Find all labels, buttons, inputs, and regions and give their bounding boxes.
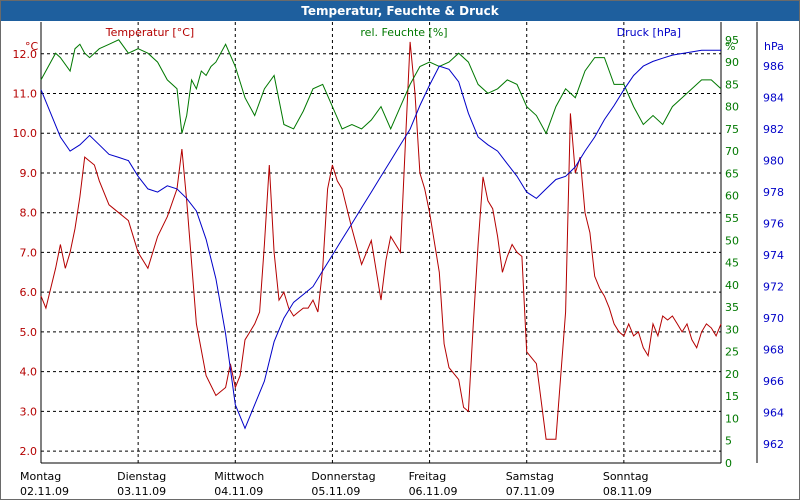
line-chart: 2.0 3.0 4.0 5.0 6.0 7.0 8.0 9.0 10.0 11.0 12.0 0 5 10… <box>13 22 785 498</box>
pressure-tick-label: 972 <box>763 281 784 294</box>
humidity-tick-label: 5 <box>725 435 732 448</box>
temp-tick-label: 2.0 <box>20 445 38 458</box>
axis-labels: 2.0 3.0 4.0 5.0 6.0 7.0 8.0 9.0 10.0 11.0 12.0 0 5 10… <box>13 26 785 498</box>
x-tick-date: 08.11.09 <box>603 485 652 498</box>
humidity-tick-label: 50 <box>725 234 739 247</box>
x-tick-date: 06.11.09 <box>409 485 458 498</box>
humidity-tick-label: 40 <box>725 279 739 292</box>
temp-tick-label: 5.0 <box>20 326 38 339</box>
temp-tick-label: 6.0 <box>20 286 38 299</box>
humidity-tick-label: 95 <box>725 34 739 47</box>
humidity-tick-label: 15 <box>725 390 739 403</box>
grid <box>41 22 721 463</box>
humidity-tick-label: 0 <box>725 457 732 470</box>
x-tick-date: 05.11.09 <box>311 485 360 498</box>
humidity-unit-label: % <box>725 40 735 53</box>
pressure-tick-label: 966 <box>763 375 784 388</box>
humidity-tick-label: 30 <box>725 323 739 336</box>
humidity-tick-label: 55 <box>725 212 739 225</box>
temp-tick-label: 10.0 <box>13 127 38 140</box>
x-tick-date: 04.11.09 <box>214 485 263 498</box>
humidity-tick-label: 25 <box>725 346 739 359</box>
humidity-series-label: rel. Feuchte [%] <box>360 26 447 39</box>
pressure-tick-label: 964 <box>763 407 784 420</box>
pressure-series-label: Druck [hPa] <box>617 26 681 39</box>
x-tick-day: Freitag <box>409 470 447 483</box>
temp-series-label: Temperatur [°C] <box>105 26 194 39</box>
temp-series-line <box>40 41 722 440</box>
pressure-unit-label: hPa <box>764 40 784 53</box>
x-tick-day: Sonntag <box>603 470 649 483</box>
humidity-tick-label: 75 <box>725 123 739 136</box>
pressure-tick-label: 970 <box>763 312 784 325</box>
pressure-tick-label: 986 <box>763 60 784 73</box>
x-tick-date: 07.11.09 <box>506 485 555 498</box>
temp-tick-label: 11.0 <box>13 88 38 101</box>
pressure-tick-label: 984 <box>763 92 784 105</box>
humidity-tick-label: 20 <box>725 368 739 381</box>
humidity-tick-label: 90 <box>725 56 739 69</box>
temp-tick-label: 8.0 <box>20 207 38 220</box>
pressure-tick-label: 974 <box>763 249 784 262</box>
temp-tick-label: 9.0 <box>20 167 38 180</box>
humidity-tick-label: 85 <box>725 78 739 91</box>
humidity-tick-label: 70 <box>725 145 739 158</box>
humidity-tick-label: 10 <box>725 412 739 425</box>
x-tick-day: Donnerstag <box>311 470 375 483</box>
axes <box>40 22 758 464</box>
pressure-tick-label: 968 <box>763 344 784 357</box>
pressure-tick-label: 962 <box>763 438 784 451</box>
humidity-tick-label: 45 <box>725 257 739 270</box>
series-lines <box>40 39 722 440</box>
pressure-tick-label: 980 <box>763 155 784 168</box>
hum-series-line <box>40 39 722 135</box>
temp-tick-label: 12.0 <box>13 48 38 61</box>
humidity-tick-label: 35 <box>725 301 739 314</box>
x-tick-date: 03.11.09 <box>117 485 166 498</box>
humidity-tick-label: 80 <box>725 101 739 114</box>
press-series-line <box>40 49 721 430</box>
pressure-tick-label: 978 <box>763 186 784 199</box>
temp-unit-label: °C <box>25 40 39 53</box>
x-tick-day: Dienstag <box>117 470 166 483</box>
window-title: Temperatur, Feuchte & Druck <box>1 1 799 21</box>
pressure-tick-label: 976 <box>763 218 784 231</box>
x-tick-day: Montag <box>20 470 61 483</box>
x-tick-day: Mittwoch <box>214 470 264 483</box>
humidity-tick-label: 60 <box>725 190 739 203</box>
temp-tick-label: 7.0 <box>20 246 38 259</box>
temp-tick-label: 3.0 <box>20 405 38 418</box>
temp-tick-label: 4.0 <box>20 366 38 379</box>
x-tick-day: Samstag <box>506 470 554 483</box>
x-tick-date: 02.11.09 <box>20 485 69 498</box>
pressure-tick-label: 982 <box>763 123 784 136</box>
humidity-tick-label: 65 <box>725 167 739 180</box>
